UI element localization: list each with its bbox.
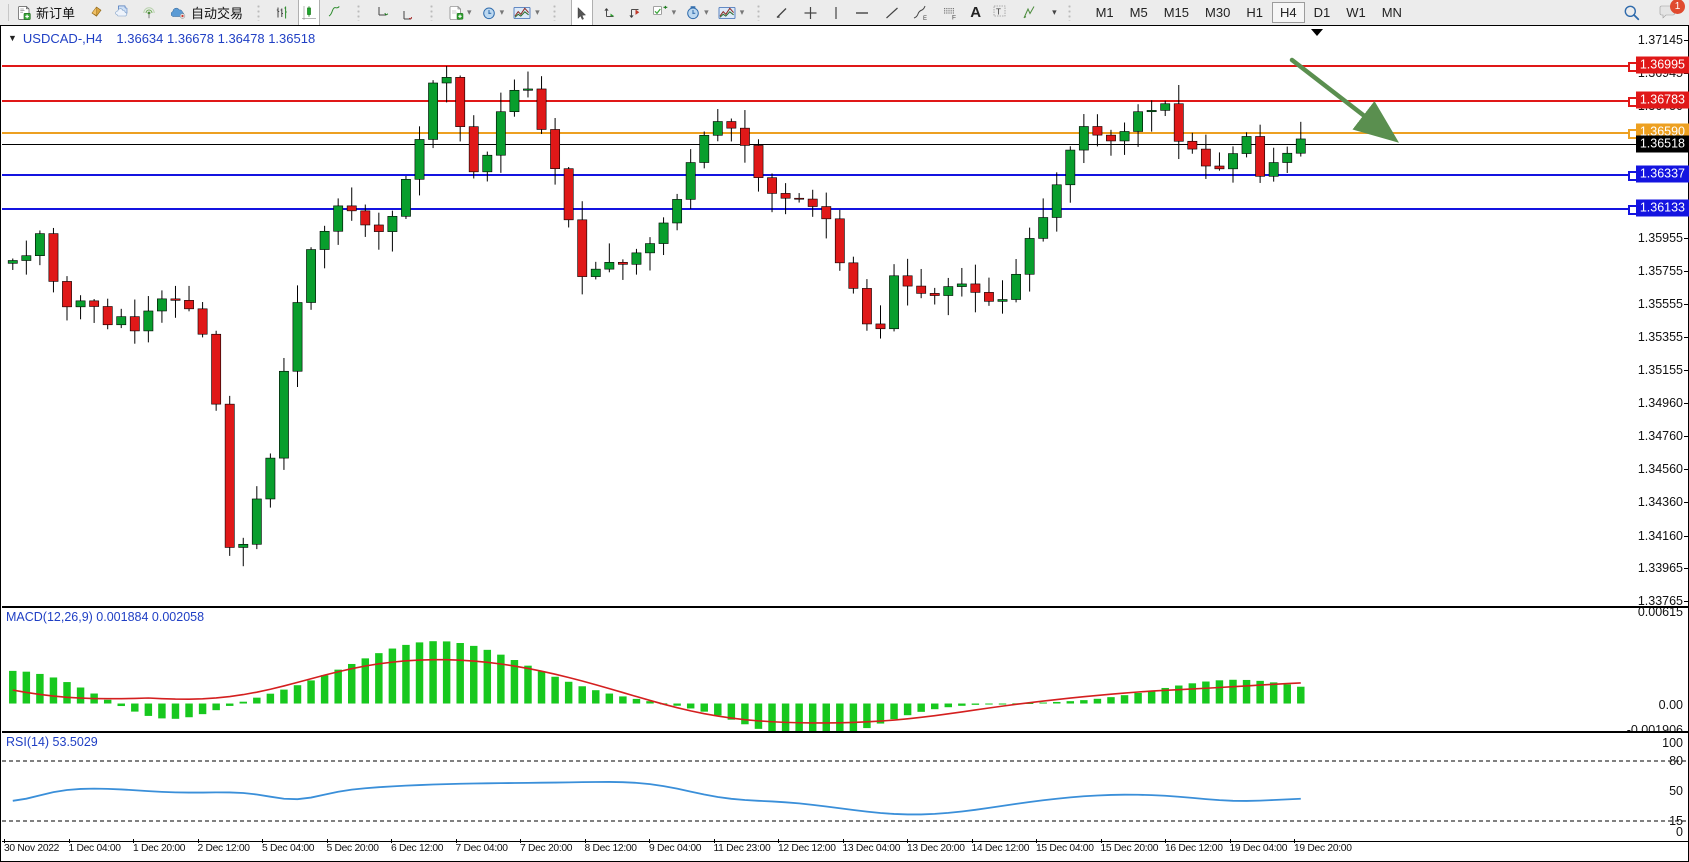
svg-text:F: F <box>952 14 956 21</box>
svg-text:T: T <box>996 7 1001 16</box>
svg-text:E: E <box>923 16 927 21</box>
